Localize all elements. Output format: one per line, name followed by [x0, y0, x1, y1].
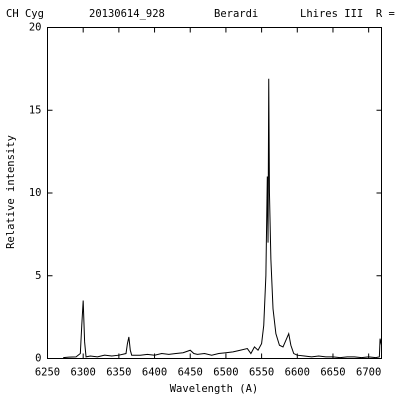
header-text: CH Cyg	[6, 8, 44, 20]
spectrum-line	[63, 78, 382, 359]
x-tick-label: 6350	[106, 367, 131, 379]
y-tick-label: 15	[29, 104, 42, 116]
header-text: Berardi	[214, 8, 258, 20]
x-tick-label: 6500	[213, 367, 238, 379]
y-tick-label: 20	[29, 22, 42, 34]
plot-frame	[47, 27, 382, 359]
x-tick-label: 6250	[35, 367, 60, 379]
x-tick-label: 6700	[356, 367, 381, 379]
x-tick-label: 6450	[178, 367, 203, 379]
x-tick-label: 6650	[320, 367, 345, 379]
x-axis-label: Wavelength (A)	[170, 383, 259, 395]
x-tick-label: 6400	[142, 367, 167, 379]
y-tick-label: 0	[35, 353, 41, 365]
x-tick-label: 6600	[285, 367, 310, 379]
y-tick-label: 5	[35, 270, 41, 282]
y-tick-label: 10	[29, 187, 42, 199]
y-axis-label: Relative intensity	[5, 135, 17, 249]
header-text: Lhires III R = 5	[300, 8, 400, 20]
header-text: 20130614_928	[89, 8, 165, 20]
x-tick-label: 6300	[71, 367, 96, 379]
x-tick-label: 6550	[249, 367, 274, 379]
